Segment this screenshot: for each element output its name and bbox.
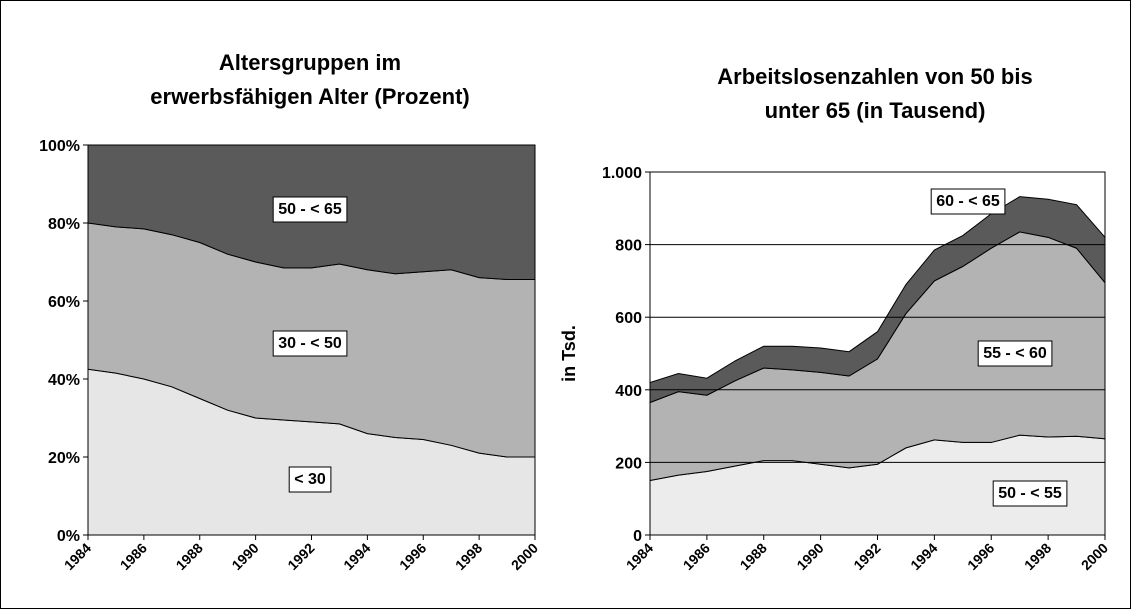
area-label: 30 - < 50 (278, 335, 342, 352)
area-label-box (992, 480, 1068, 507)
plot-frame (87, 144, 536, 536)
y-tick-label: 20% (48, 450, 80, 467)
plot-frame (649, 171, 1106, 536)
area-label-box (272, 196, 348, 223)
y-tick-label: 100% (39, 138, 80, 155)
area-label: 60 - < 65 (936, 193, 1000, 210)
area-label: 50 - < 65 (278, 201, 342, 218)
area-label: < 30 (294, 471, 326, 488)
area-label: 55 - < 60 (983, 345, 1047, 362)
y-tick-label: 800 (615, 238, 642, 255)
chart-title: erwerbsfähigen Alter (Prozent) (150, 84, 469, 109)
area-label: 50 - < 55 (998, 485, 1062, 502)
chart-title: unter 65 (in Tausend) (765, 98, 986, 123)
y-tick-label: 80% (48, 216, 80, 233)
y-tick-label: 200 (615, 455, 642, 472)
y-axis-label: in Tsd. (559, 325, 579, 382)
chart-title: Altersgruppen im (219, 50, 401, 75)
y-tick-label: 400 (615, 383, 642, 400)
y-tick-label: 0 (633, 528, 642, 545)
y-tick-label: 60% (48, 294, 80, 311)
y-tick-label: 40% (48, 372, 80, 389)
y-tick-label: 1.000 (602, 165, 642, 182)
area-label-box (288, 466, 332, 493)
area-label-box (977, 340, 1053, 367)
area-label-box (272, 330, 348, 357)
area-label-box (930, 188, 1006, 215)
y-tick-label: 0% (57, 528, 80, 545)
chart-title: Arbeitslosenzahlen von 50 bis (717, 64, 1032, 89)
y-tick-label: 600 (615, 310, 642, 327)
